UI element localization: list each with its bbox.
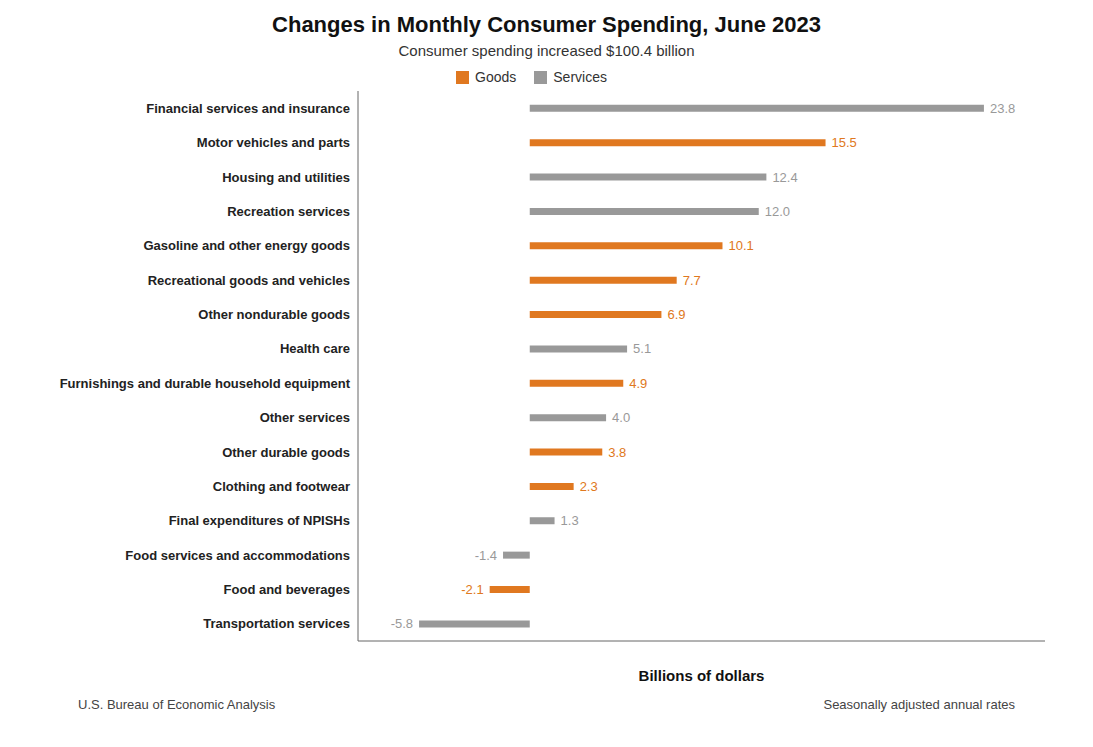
- svg-text:Recreation services: Recreation services: [227, 204, 350, 219]
- svg-text:Clothing and footwear: Clothing and footwear: [213, 479, 350, 494]
- svg-text:15.5: 15.5: [832, 135, 857, 150]
- svg-text:Other durable goods: Other durable goods: [222, 445, 350, 460]
- svg-text:1.3: 1.3: [561, 513, 579, 528]
- svg-text:Food services and accommodatio: Food services and accommodations: [125, 548, 350, 563]
- svg-text:4.0: 4.0: [612, 410, 630, 425]
- svg-text:2.3: 2.3: [580, 479, 598, 494]
- svg-text:Housing and utilities: Housing and utilities: [222, 170, 350, 185]
- html-text:U.S. Bureau of Economic Analys: U.S. Bureau of Economic Analysis: [78, 697, 276, 712]
- svg-text:-1.4: -1.4: [475, 548, 497, 563]
- svg-text:12.4: 12.4: [772, 170, 797, 185]
- svg-text:Transportation services: Transportation services: [203, 616, 350, 631]
- svg-text:3.8: 3.8: [608, 445, 626, 460]
- svg-text:Gasoline and other energy good: Gasoline and other energy goods: [143, 238, 350, 253]
- svg-text:-2.1: -2.1: [461, 582, 483, 597]
- svg-text:Other services: Other services: [260, 410, 350, 425]
- svg-text:Motor vehicles and parts: Motor vehicles and parts: [197, 135, 350, 150]
- svg-text:Billions of dollars: Billions of dollars: [639, 667, 765, 684]
- html-text:Seasonally adjusted annual rat: Seasonally adjusted annual rates: [823, 697, 1015, 712]
- html-text:Consumer spending increased $1: Consumer spending increased $100.4 billi…: [398, 42, 695, 59]
- svg-text:12.0: 12.0: [765, 204, 790, 219]
- svg-text:Other nondurable goods: Other nondurable goods: [198, 307, 350, 322]
- svg-text:Furnishings and durable househ: Furnishings and durable household equipm…: [60, 376, 351, 391]
- html-text:Changes in Monthly Consumer Sp: Changes in Monthly Consumer Spending, Ju…: [272, 12, 821, 37]
- svg-text:Recreational goods and vehicle: Recreational goods and vehicles: [148, 273, 350, 288]
- svg-text:Food and beverages: Food and beverages: [224, 582, 350, 597]
- svg-text:10.1: 10.1: [728, 238, 753, 253]
- svg-text:4.9: 4.9: [629, 376, 647, 391]
- svg-text:6.9: 6.9: [667, 307, 685, 322]
- html-text:Goods: Goods: [475, 69, 517, 85]
- svg-text:5.1: 5.1: [633, 341, 651, 356]
- svg-text:23.8: 23.8: [990, 101, 1015, 116]
- svg-text:7.7: 7.7: [683, 273, 701, 288]
- svg-text:Financial services and insuran: Financial services and insurance: [146, 101, 350, 116]
- svg-text:Health care: Health care: [280, 341, 350, 356]
- svg-text:Final expenditures of NPISHs: Final expenditures of NPISHs: [169, 513, 350, 528]
- html-text:Services: Services: [553, 69, 607, 85]
- svg-text:-5.8: -5.8: [391, 616, 413, 631]
